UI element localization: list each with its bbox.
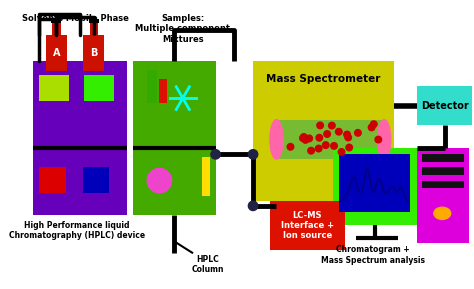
Circle shape (371, 121, 377, 127)
Bar (422, 167, 464, 175)
Text: HPLC
Column: HPLC Column (192, 255, 224, 274)
Circle shape (346, 144, 353, 151)
Circle shape (355, 129, 361, 136)
Circle shape (211, 150, 220, 159)
Bar (51, 19, 62, 23)
Bar (147, 70, 156, 103)
Text: High Performance liquid
Chromatography (HPLC) device: High Performance liquid Chromatography (… (9, 221, 145, 240)
Circle shape (301, 134, 307, 140)
Circle shape (375, 136, 382, 143)
Bar (84, 75, 114, 101)
Circle shape (306, 135, 312, 142)
Text: Solvents Mobile Phase: Solvents Mobile Phase (22, 14, 128, 23)
Bar (33, 61, 127, 215)
Circle shape (322, 142, 329, 148)
Text: LC-MS
Interface +
Ion source: LC-MS Interface + Ion source (281, 211, 334, 240)
Ellipse shape (434, 207, 451, 219)
Text: A: A (53, 48, 60, 58)
Bar (253, 61, 393, 201)
Bar (39, 75, 70, 101)
Bar (422, 181, 464, 188)
Ellipse shape (270, 120, 283, 159)
Text: Samples:
Multiple component
Mixtures: Samples: Multiple component Mixtures (135, 14, 230, 44)
Text: Chromatogram +
Mass Spectrum analysis: Chromatogram + Mass Spectrum analysis (321, 245, 425, 265)
Circle shape (336, 128, 342, 135)
Circle shape (300, 135, 306, 141)
Bar (333, 148, 417, 225)
Bar (159, 79, 167, 103)
Circle shape (315, 145, 322, 152)
Bar (133, 61, 216, 215)
Circle shape (328, 122, 335, 129)
Circle shape (147, 168, 172, 193)
Bar (39, 166, 66, 193)
Text: B: B (90, 48, 98, 58)
Circle shape (287, 144, 294, 150)
Circle shape (248, 150, 258, 159)
Bar (417, 86, 473, 125)
Circle shape (308, 147, 314, 154)
Circle shape (368, 124, 375, 131)
Circle shape (331, 143, 337, 149)
Circle shape (324, 131, 330, 137)
Bar (46, 35, 67, 71)
Bar (82, 166, 109, 193)
Bar (83, 35, 104, 71)
Circle shape (248, 201, 258, 211)
Circle shape (338, 149, 345, 155)
Bar (422, 154, 464, 162)
Bar (270, 201, 345, 250)
Bar (89, 19, 99, 23)
Bar (90, 22, 98, 35)
Circle shape (344, 131, 350, 138)
Circle shape (317, 122, 323, 129)
Circle shape (316, 134, 323, 141)
Text: Detector: Detector (421, 101, 469, 111)
Ellipse shape (378, 120, 391, 159)
Bar (52, 22, 61, 35)
Text: Mass Spectrometer: Mass Spectrometer (266, 74, 381, 84)
Circle shape (345, 134, 352, 141)
Circle shape (302, 137, 309, 143)
Bar (276, 120, 384, 159)
Bar (201, 157, 210, 197)
Bar (417, 148, 468, 243)
Bar (339, 154, 410, 212)
